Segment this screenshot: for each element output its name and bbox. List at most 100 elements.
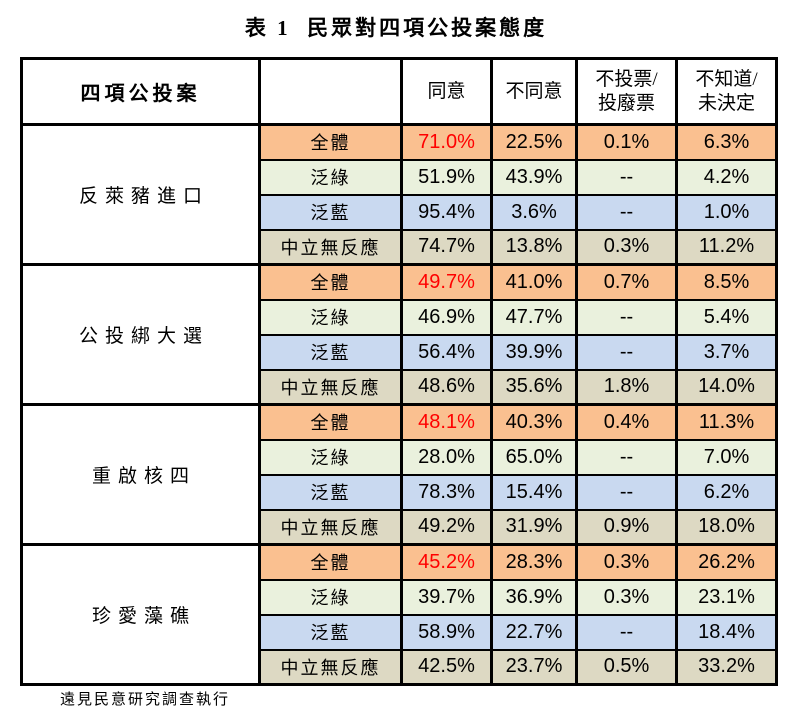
value-undecided-cell: 11.3%: [675, 403, 778, 441]
table-title: 表 1 民眾對四項公投案態度: [244, 16, 548, 40]
value-agree-cell: 49.2%: [400, 508, 493, 546]
group-label-cell: 全體: [258, 403, 403, 441]
group-label-cell: 泛綠: [258, 438, 403, 476]
value-no-vote-cell: 0.9%: [575, 508, 678, 546]
col-header-topics: 四項公投案: [20, 57, 261, 126]
value-agree-cell: 39.7%: [400, 578, 493, 616]
value-disagree-cell: 65.0%: [490, 438, 578, 476]
value-agree-cell: 78.3%: [400, 473, 493, 511]
value-undecided-cell: 23.1%: [675, 578, 778, 616]
table-row: 泛藍 56.4% 39.9% -- 3.7%: [22, 333, 778, 371]
value-undecided-cell: 14.0%: [675, 368, 778, 406]
value-agree-cell: 58.9%: [400, 613, 493, 651]
table-row: 珍愛藻礁 全體 45.2% 28.3% 0.3% 26.2%: [20, 543, 778, 686]
col-header-blank: [258, 57, 403, 126]
value-undecided-cell: 7.0%: [675, 438, 778, 476]
value-agree-cell: 51.9%: [400, 158, 493, 196]
table-row: 泛綠 28.0% 65.0% -- 7.0%: [22, 438, 778, 476]
value-undecided-cell: 33.2%: [675, 648, 778, 686]
table-row: 泛藍 78.3% 15.4% -- 6.2%: [22, 473, 778, 511]
group-label-cell: 泛藍: [258, 193, 403, 231]
value-agree-cell: 45.2%: [400, 543, 493, 581]
value-agree-cell: 95.4%: [400, 193, 493, 231]
col-header-agree: 同意: [400, 57, 493, 126]
value-disagree-cell: 47.7%: [490, 298, 578, 336]
value-undecided-cell: 5.4%: [675, 298, 778, 336]
value-disagree-cell: 40.3%: [490, 403, 578, 441]
value-undecided-cell: 1.0%: [675, 193, 778, 231]
value-undecided-cell: 8.5%: [675, 263, 778, 301]
value-agree-cell: 48.6%: [400, 368, 493, 406]
col-header-agree-label: 同意: [427, 80, 466, 102]
col-header-undecided-line2: 未決定: [697, 92, 755, 114]
table-row: 泛綠 46.9% 47.7% -- 5.4%: [22, 298, 778, 336]
value-disagree-cell: 13.8%: [490, 228, 578, 266]
topic-cell-4: 珍愛藻礁: [20, 543, 261, 686]
value-no-vote-cell: 0.4%: [575, 403, 678, 441]
value-disagree-cell: 41.0%: [490, 263, 578, 301]
value-disagree-cell: 15.4%: [490, 473, 578, 511]
value-undecided-cell: 18.4%: [675, 613, 778, 651]
col-header-undecided-line1: 不知道/: [695, 68, 758, 90]
table-row: 中立無反應 49.2% 31.9% 0.9% 18.0%: [22, 508, 778, 546]
group-label-cell: 泛藍: [258, 613, 403, 651]
value-disagree-cell: 39.9%: [490, 333, 578, 371]
value-disagree-cell: 28.3%: [490, 543, 578, 581]
group-label-cell: 中立無反應: [258, 228, 403, 266]
source-credit: 遠見民意研究調查執行: [60, 692, 231, 708]
table-row: 重啟核四 全體 48.1% 40.3% 0.4% 11.3%: [20, 403, 778, 546]
referendum-attitude-table: 四項公投案 同意 不同意 不投票/ 投廢票 不知道/ 未決定 反萊豬進口 全體 …: [20, 57, 778, 686]
col-header-no-vote-line2: 投廢票: [597, 92, 655, 114]
value-undecided-cell: 4.2%: [675, 158, 778, 196]
group-label-cell: 中立無反應: [258, 368, 403, 406]
value-no-vote-cell: --: [575, 473, 678, 511]
value-no-vote-cell: 1.8%: [575, 368, 678, 406]
value-no-vote-cell: 0.3%: [575, 543, 678, 581]
col-header-disagree: 不同意: [490, 57, 578, 126]
value-no-vote-cell: 0.3%: [575, 578, 678, 616]
value-no-vote-cell: --: [575, 158, 678, 196]
value-disagree-cell: 36.9%: [490, 578, 578, 616]
table-row: 泛藍 95.4% 3.6% -- 1.0%: [22, 193, 778, 231]
value-agree-cell: 49.7%: [400, 263, 493, 301]
col-header-no-vote: 不投票/ 投廢票: [575, 57, 678, 126]
value-agree-cell: 74.7%: [400, 228, 493, 266]
value-no-vote-cell: 0.1%: [575, 123, 678, 161]
value-disagree-cell: 31.9%: [490, 508, 578, 546]
table-row: 泛藍 58.9% 22.7% -- 18.4%: [22, 613, 778, 651]
col-header-disagree-label: 不同意: [505, 80, 563, 102]
value-agree-cell: 56.4%: [400, 333, 493, 371]
topic-cell-1: 反萊豬進口: [20, 123, 261, 266]
value-undecided-cell: 11.2%: [675, 228, 778, 266]
table-row: 泛綠 51.9% 43.9% -- 4.2%: [22, 158, 778, 196]
table-row: 泛綠 39.7% 36.9% 0.3% 23.1%: [22, 578, 778, 616]
col-header-undecided: 不知道/ 未決定: [675, 57, 778, 126]
value-disagree-cell: 3.6%: [490, 193, 578, 231]
value-disagree-cell: 35.6%: [490, 368, 578, 406]
value-no-vote-cell: 0.5%: [575, 648, 678, 686]
value-agree-cell: 71.0%: [400, 123, 493, 161]
table-row: 公投綁大選 全體 49.7% 41.0% 0.7% 8.5%: [20, 263, 778, 406]
table-row: 中立無反應 74.7% 13.8% 0.3% 11.2%: [22, 228, 778, 266]
value-undecided-cell: 3.7%: [675, 333, 778, 371]
value-disagree-cell: 22.5%: [490, 123, 578, 161]
table-row: 反萊豬進口 全體 71.0% 22.5% 0.1% 6.3%: [20, 123, 778, 266]
value-no-vote-cell: --: [575, 613, 678, 651]
value-agree-cell: 28.0%: [400, 438, 493, 476]
value-no-vote-cell: --: [575, 333, 678, 371]
value-agree-cell: 48.1%: [400, 403, 493, 441]
group-label-cell: 中立無反應: [258, 648, 403, 686]
group-label-cell: 泛藍: [258, 473, 403, 511]
value-undecided-cell: 18.0%: [675, 508, 778, 546]
value-disagree-cell: 22.7%: [490, 613, 578, 651]
value-disagree-cell: 43.9%: [490, 158, 578, 196]
group-label-cell: 泛藍: [258, 333, 403, 371]
table-row: 中立無反應 42.5% 23.7% 0.5% 33.2%: [22, 648, 778, 686]
value-no-vote-cell: 0.7%: [575, 263, 678, 301]
table-row: 中立無反應 48.6% 35.6% 1.8% 14.0%: [22, 368, 778, 406]
value-no-vote-cell: --: [575, 438, 678, 476]
value-disagree-cell: 23.7%: [490, 648, 578, 686]
group-label-cell: 全體: [258, 123, 403, 161]
group-label-cell: 泛綠: [258, 158, 403, 196]
